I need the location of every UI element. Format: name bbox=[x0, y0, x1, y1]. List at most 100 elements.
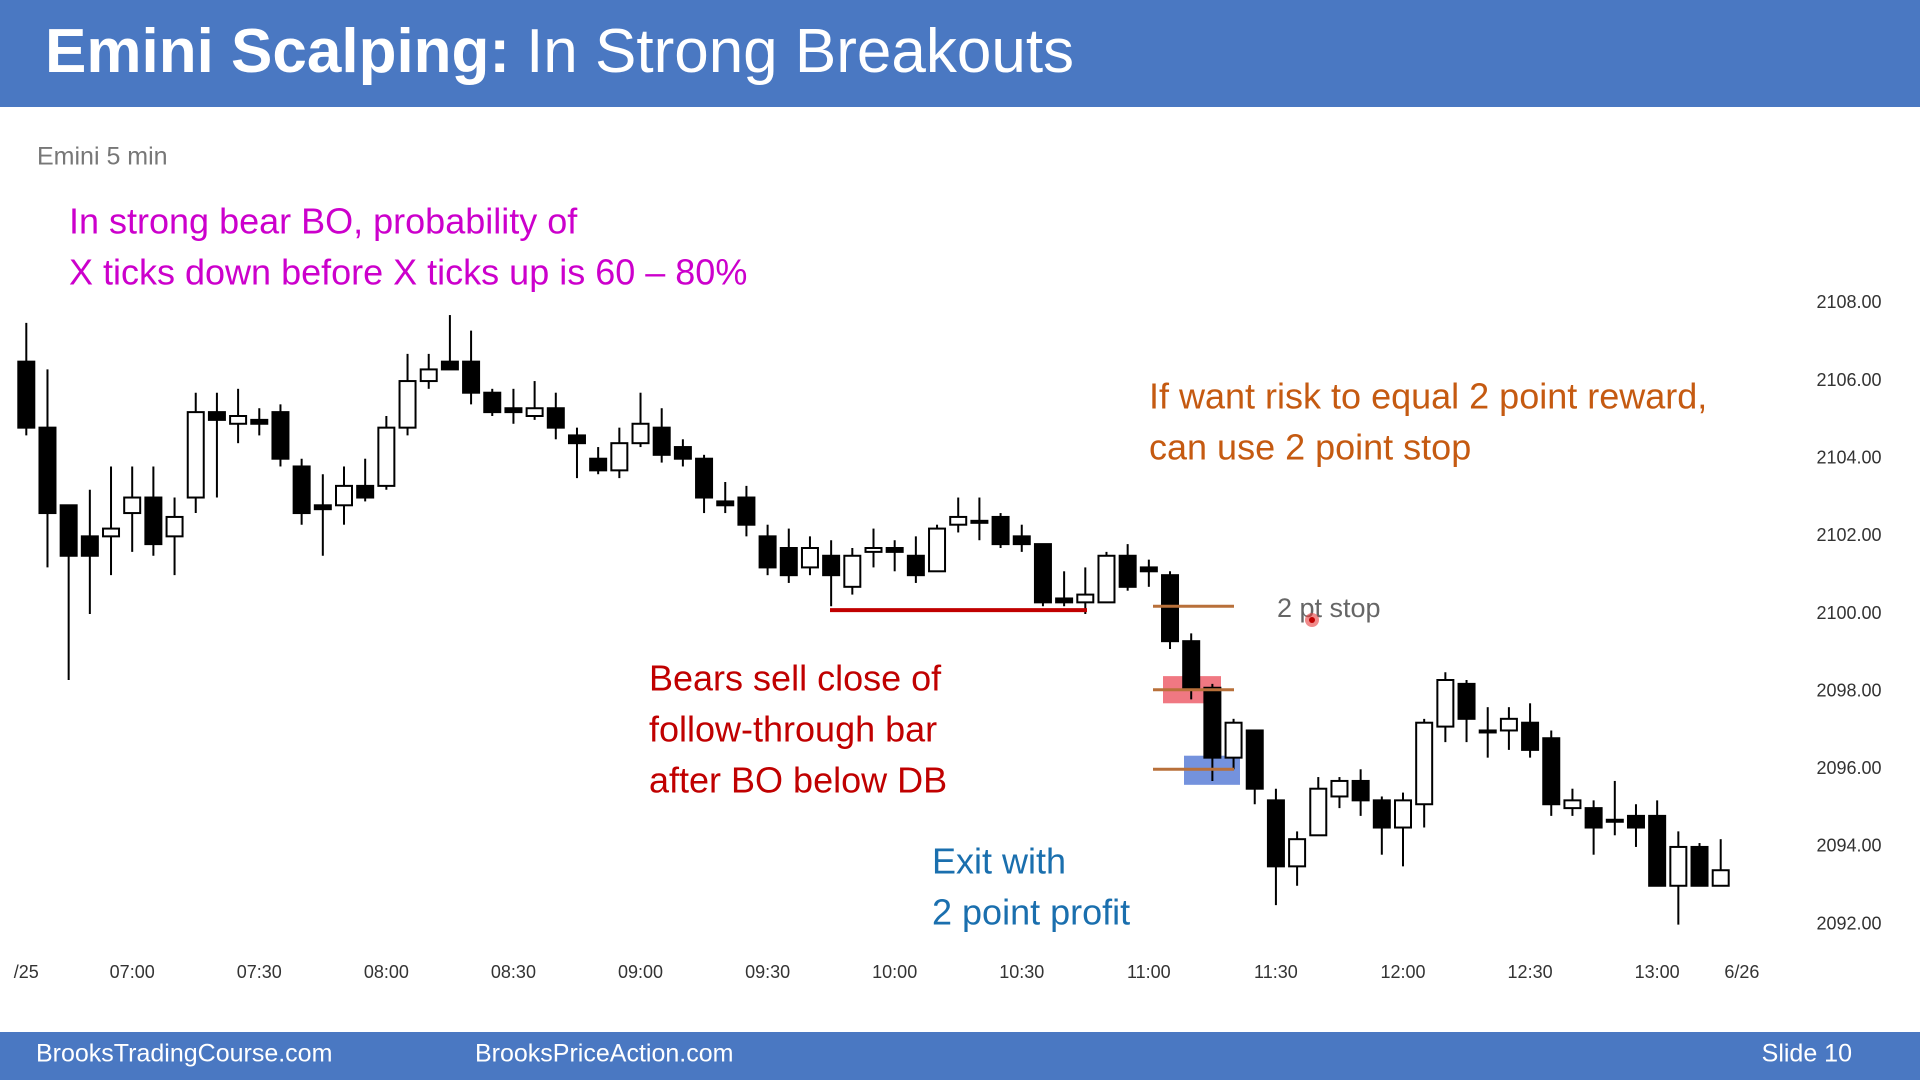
candle-body bbox=[779, 547, 798, 577]
candle-body bbox=[1033, 543, 1052, 604]
x-tick-label: 13:00 bbox=[1635, 962, 1680, 982]
candle-body bbox=[1605, 818, 1624, 823]
candle-body bbox=[59, 504, 78, 557]
candle-body bbox=[652, 426, 671, 456]
candle-body bbox=[1372, 799, 1391, 829]
annotation: In strong bear BO, probability of bbox=[69, 201, 578, 242]
candle-body bbox=[356, 484, 375, 499]
x-tick-label: 10:00 bbox=[872, 962, 917, 982]
candle-body bbox=[229, 415, 248, 425]
candle-body bbox=[1203, 686, 1222, 759]
candle-body bbox=[1139, 566, 1158, 573]
candle-body bbox=[1182, 640, 1201, 689]
annotation: follow-through bar bbox=[649, 709, 937, 750]
candle-body bbox=[610, 442, 629, 472]
candle-body bbox=[313, 504, 332, 511]
x-tick-label: 12:00 bbox=[1380, 962, 1425, 982]
title-rest: In Strong Breakouts bbox=[526, 17, 1074, 86]
candle-body bbox=[1690, 845, 1709, 887]
candle-body bbox=[546, 407, 565, 429]
candle-body bbox=[928, 527, 947, 573]
candle-body bbox=[1330, 779, 1349, 798]
x-tick-label: 11:30 bbox=[1254, 962, 1298, 982]
annotation: X ticks down before X ticks up is 60 – 8… bbox=[69, 252, 747, 293]
candle-body bbox=[1161, 574, 1180, 643]
candle-body bbox=[1394, 799, 1412, 829]
candle-body bbox=[80, 535, 99, 557]
header-bar bbox=[0, 0, 1920, 107]
candle-body bbox=[1245, 729, 1264, 790]
annotation: Exit with bbox=[932, 841, 1066, 882]
x-tick-label: 08:30 bbox=[491, 962, 536, 982]
annotation: Bears sell close of bbox=[649, 658, 942, 699]
x-tick-label: /25 bbox=[14, 962, 39, 982]
candle-body bbox=[17, 360, 36, 429]
candle-body bbox=[822, 554, 841, 577]
candle-body bbox=[1097, 554, 1116, 604]
candle-body bbox=[1351, 779, 1370, 802]
candle-body bbox=[123, 496, 142, 515]
title-bold: Emini Scalping: bbox=[45, 17, 510, 86]
footer-bar bbox=[0, 1032, 1920, 1080]
candle-body bbox=[716, 500, 735, 507]
candle-body bbox=[1711, 869, 1730, 887]
candle-body bbox=[398, 380, 417, 429]
candle-body bbox=[567, 434, 586, 445]
candle-body bbox=[462, 360, 481, 394]
x-tick-label: 12:30 bbox=[1508, 962, 1553, 982]
candle-body bbox=[483, 391, 502, 414]
y-tick-label: 2100.00 bbox=[1816, 603, 1881, 623]
cursor-dot-center bbox=[1309, 617, 1315, 623]
candle-body bbox=[1224, 721, 1243, 759]
candle-body bbox=[186, 411, 205, 499]
y-tick-label: 2106.00 bbox=[1816, 370, 1881, 390]
candle-body bbox=[504, 407, 523, 414]
candle-body bbox=[885, 547, 904, 553]
annotation: can use 2 point stop bbox=[1149, 427, 1471, 468]
y-tick-label: 2102.00 bbox=[1816, 525, 1881, 545]
y-tick-label: 2092.00 bbox=[1816, 913, 1881, 933]
candle-body bbox=[165, 515, 184, 538]
candle-body bbox=[207, 411, 226, 421]
candle-body bbox=[1669, 845, 1688, 887]
candle-body bbox=[335, 484, 353, 507]
y-tick-label: 2096.00 bbox=[1816, 758, 1881, 778]
candle-body bbox=[1076, 593, 1095, 604]
candle-body bbox=[843, 554, 862, 588]
candle-body bbox=[440, 360, 459, 371]
annotation: If want risk to equal 2 point reward, bbox=[1149, 376, 1707, 417]
candle-body bbox=[1584, 807, 1603, 829]
candle-body bbox=[737, 496, 756, 526]
candle-body bbox=[695, 457, 714, 499]
x-tick-label: 07:30 bbox=[237, 962, 282, 982]
footer-center: BrooksPriceAction.com bbox=[475, 1040, 733, 1068]
candle-body bbox=[102, 527, 121, 538]
candle-body bbox=[1055, 597, 1074, 604]
chart-title: Emini 5 min bbox=[37, 143, 168, 171]
candle-body bbox=[377, 426, 396, 487]
candle-body bbox=[1563, 799, 1582, 810]
y-tick-label: 2098.00 bbox=[1816, 680, 1881, 700]
candle-body bbox=[1457, 682, 1476, 720]
candle-body bbox=[800, 547, 819, 569]
candle-body bbox=[1415, 721, 1434, 806]
y-tick-label: 2108.00 bbox=[1816, 292, 1881, 312]
candle-body bbox=[1012, 535, 1031, 546]
candle-body bbox=[250, 418, 269, 425]
candle-body bbox=[1626, 814, 1645, 829]
candle-body bbox=[589, 457, 608, 472]
candle-body bbox=[1266, 799, 1285, 868]
candle-body bbox=[144, 496, 163, 546]
chart: 2092.00 2094.00 2096.00 2098.00 2100.00 2102.… bbox=[14, 201, 1882, 982]
y-tick-label: 2104.00 bbox=[1816, 447, 1881, 467]
slide-title: Emini Scalping: In Strong Breakouts bbox=[45, 17, 1074, 86]
candle-body bbox=[1478, 729, 1497, 734]
candle-body bbox=[271, 411, 290, 460]
annotation: after BO below DB bbox=[649, 760, 947, 801]
candle-body bbox=[38, 426, 57, 515]
candle-body bbox=[1542, 737, 1561, 806]
candle-body bbox=[1499, 717, 1518, 732]
x-tick-label: 07:00 bbox=[110, 962, 155, 982]
candle-body bbox=[758, 535, 777, 569]
